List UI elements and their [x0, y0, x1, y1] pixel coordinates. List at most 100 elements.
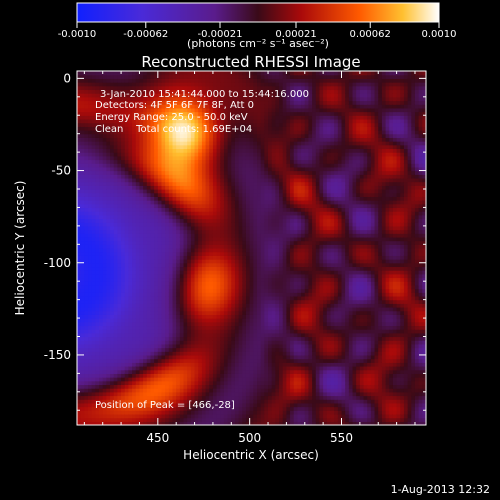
heatmap-cell [172, 74, 177, 79]
heatmap-cell [146, 417, 152, 422]
heatmap-cell [234, 259, 240, 264]
heatmap-cell [139, 259, 144, 264]
heatmap-cell [102, 325, 107, 330]
heatmap-cell [128, 181, 133, 186]
heatmap-cell [257, 284, 262, 290]
heatmap-cell [84, 163, 89, 168]
heatmap-cell [135, 218, 141, 223]
heatmap-cell [205, 152, 210, 157]
heatmap-cell [121, 100, 126, 105]
heatmap-cell [264, 380, 269, 386]
heatmap-cell [157, 214, 163, 220]
heatmap-cell [209, 71, 214, 76]
heatmap-cell [264, 144, 269, 150]
heatmap-cell [234, 107, 240, 113]
heatmap-cell [260, 152, 265, 157]
heatmap-cell [91, 100, 96, 105]
heatmap-cell [260, 82, 265, 87]
heatmap-cell [242, 402, 247, 408]
heatmap-cell [110, 307, 115, 312]
heatmap-cell [194, 211, 199, 216]
heatmap-cell [253, 281, 258, 286]
heatmap-cell [231, 130, 236, 135]
heatmap-cell [146, 159, 152, 164]
heatmap-cell [223, 96, 229, 102]
heatmap-cell [102, 292, 107, 297]
heatmap-cell [102, 177, 107, 183]
heatmap-cell [176, 126, 181, 131]
heatmap-cell [128, 251, 133, 256]
heatmap-cell [99, 144, 104, 150]
heatmap-cell [88, 354, 93, 360]
heatmap-cell [260, 74, 265, 79]
heatmap-cell [183, 189, 188, 194]
heatmap-cell [80, 321, 85, 327]
heatmap-cell [139, 137, 144, 142]
heatmap-cell [183, 362, 188, 367]
heatmap-cell [110, 329, 115, 334]
heatmap-cell [121, 152, 126, 157]
heatmap-cell [132, 233, 137, 238]
heatmap-cell [121, 130, 126, 135]
heatmap-cell [172, 144, 177, 150]
heatmap-cell [95, 259, 100, 264]
heatmap-cell [194, 100, 199, 105]
heatmap-cell [190, 240, 196, 245]
heatmap-cell [102, 174, 107, 179]
heatmap-cell [157, 222, 163, 227]
heatmap-cell [80, 402, 85, 408]
heatmap-cell [110, 159, 115, 164]
heatmap-cell [209, 233, 214, 238]
heatmap-cell [113, 229, 119, 234]
heatmap-cell [238, 214, 243, 220]
heatmap-cell [194, 174, 199, 179]
heatmap-cell [95, 218, 100, 223]
heatmap-cell [216, 377, 221, 382]
heatmap-cell [187, 130, 192, 135]
heatmap-cell [176, 410, 181, 415]
heatmap-cell [176, 266, 181, 271]
heatmap-cell [216, 351, 221, 356]
heatmap-cell [168, 141, 174, 146]
heatmap-cell [157, 74, 163, 79]
heatmap-cell [143, 380, 148, 386]
heatmap-cell [179, 255, 185, 260]
heatmap-cell [95, 181, 100, 186]
heatmap-cell [220, 421, 225, 425]
heatmap-cell [165, 107, 170, 113]
heatmap-cell [201, 152, 207, 157]
heatmap-cell [260, 336, 265, 341]
heatmap-cell [154, 380, 159, 386]
heatmap-cell [245, 362, 251, 367]
heatmap-cell [84, 174, 89, 179]
heatmap-cell [231, 78, 236, 83]
heatmap-cell [150, 347, 155, 352]
heatmap-cell [227, 310, 232, 315]
heatmap-cell [238, 118, 243, 124]
heatmap-cell [209, 207, 214, 212]
heatmap-cell [257, 111, 262, 116]
heatmap-cell [209, 354, 214, 360]
heatmap-cell [91, 262, 96, 268]
heatmap-cell [110, 395, 115, 400]
heatmap-cell [88, 413, 93, 419]
heatmap-cell [227, 366, 232, 371]
heatmap-cell [242, 343, 247, 349]
heatmap-cell [253, 141, 258, 146]
heatmap-cell [179, 163, 185, 168]
heatmap-cell [102, 181, 107, 186]
heatmap-cell [249, 303, 254, 308]
heatmap-cell [77, 340, 82, 345]
heatmap-cell [143, 277, 148, 282]
heatmap-cell [253, 148, 258, 153]
heatmap-cell [194, 218, 199, 223]
heatmap-cell [264, 314, 269, 319]
heatmap-cell [168, 336, 174, 341]
heatmap-cell [209, 273, 214, 279]
heatmap-cell [209, 377, 214, 382]
heatmap-cell [128, 325, 133, 330]
heatmap-cell [176, 354, 181, 360]
heatmap-cell [212, 166, 218, 172]
heatmap-cell [234, 406, 240, 411]
heatmap-cell [80, 240, 85, 245]
